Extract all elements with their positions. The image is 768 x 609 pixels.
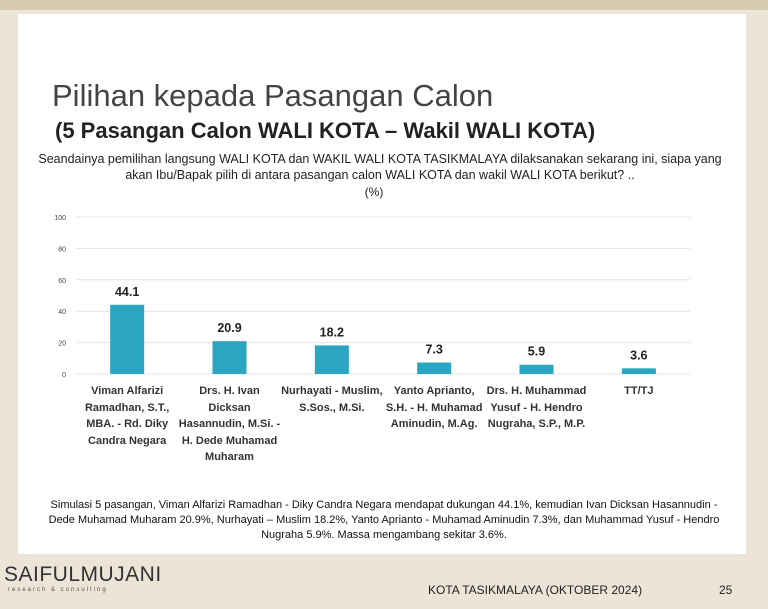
y-tick-label: 0 bbox=[62, 372, 66, 379]
value-label: 3.6 bbox=[630, 348, 647, 362]
slide bbox=[18, 14, 746, 554]
logo-tagline: research & consulting bbox=[8, 587, 108, 593]
x-tick-label: Drs. H. Muhammad Yusuf - H. Hendro Nugra… bbox=[486, 385, 587, 430]
chart-subtitle: (5 Pasangan Calon WALI KOTA – Wakil WALI… bbox=[55, 118, 596, 143]
question: Seandainya pemilihan langsung WALI KOTA … bbox=[38, 152, 722, 182]
y-tick-label: 60 bbox=[58, 278, 66, 285]
bar bbox=[212, 341, 247, 374]
x-tick-label: Drs. H. Ivan Dicksan Hasannudin, M.Si. -… bbox=[178, 385, 281, 463]
y-tick-label: 20 bbox=[58, 341, 66, 348]
y-tick-label: 40 bbox=[58, 309, 66, 316]
note: Simulasi 5 pasangan, Viman Alfarizi Rama… bbox=[48, 499, 720, 541]
x-tick-label: Viman Alfarizi Ramadhan, S.T., MBA. - Rd… bbox=[84, 385, 170, 447]
value-label: 20.9 bbox=[217, 321, 241, 335]
value-label: 5.9 bbox=[528, 345, 545, 359]
bar bbox=[417, 362, 452, 374]
x-tick-label: Nurhayati - Muslim, S.Sos., M.Si. bbox=[281, 385, 383, 414]
chart-title: Pilihan kepada Pasangan Calon bbox=[52, 78, 494, 113]
x-tick-label: TT/TJ bbox=[624, 385, 654, 397]
bar bbox=[314, 345, 349, 374]
y-tick-label: 80 bbox=[58, 246, 66, 253]
logo: SAIFULMUJANI bbox=[4, 563, 162, 586]
value-label: 44.1 bbox=[115, 285, 139, 299]
value-label: 7.3 bbox=[425, 343, 442, 357]
page-number: 25 bbox=[719, 583, 733, 597]
bar bbox=[110, 304, 145, 374]
y-axis-label: (%) bbox=[364, 185, 384, 199]
top-strip bbox=[0, 0, 768, 10]
bar bbox=[621, 368, 656, 374]
value-label: 18.2 bbox=[320, 325, 344, 339]
bar bbox=[519, 364, 554, 374]
x-tick-label: Yanto Aprianto, S.H. - H. Muhamad Aminud… bbox=[385, 385, 483, 430]
y-tick-label: 100 bbox=[54, 215, 66, 222]
footer-location: KOTA TASIKMALAYA (OKTOBER 2024) bbox=[428, 583, 643, 597]
